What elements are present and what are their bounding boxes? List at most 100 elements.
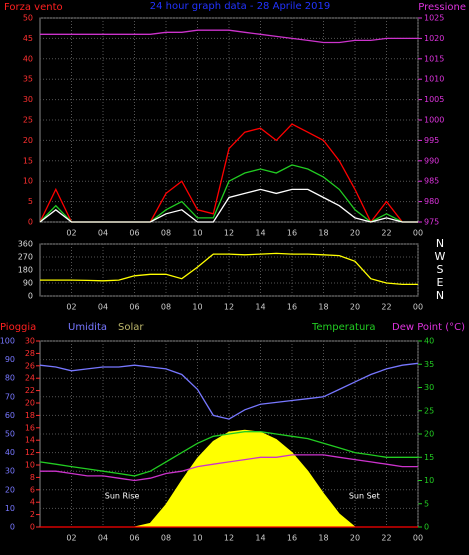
y-tick-label: 180 xyxy=(18,266,33,275)
x-tick-label: 22 xyxy=(381,534,391,543)
humidity-label: Umidita xyxy=(68,322,107,333)
y3-tick-label: 30 xyxy=(25,337,35,346)
y-tick-label: 20 xyxy=(23,136,33,145)
rain-label: Pioggia xyxy=(0,322,36,333)
y2-tick-label: 0 xyxy=(424,523,429,532)
x-tick-label: 06 xyxy=(129,229,139,238)
y3-tick-label: 4 xyxy=(30,498,35,507)
y3-tick-label: 20 xyxy=(25,399,35,408)
annotation: Sun Set xyxy=(349,492,380,501)
x-tick-label: 06 xyxy=(129,534,139,543)
y-tick-label: 40 xyxy=(5,448,15,457)
y2-tick-label: 990 xyxy=(424,156,439,165)
y2-tick-label: 25 xyxy=(424,406,434,415)
y-tick-label: 25 xyxy=(23,116,33,125)
y2-tick-label: 20 xyxy=(424,430,434,439)
x-tick-label: 22 xyxy=(381,303,391,312)
compass-label: N xyxy=(436,289,444,302)
x-tick-label: 00 xyxy=(413,534,423,543)
y-tick-label: 50 xyxy=(5,430,15,439)
y-label: Forza vento xyxy=(4,2,63,13)
x-tick-label: 08 xyxy=(161,303,171,312)
x-tick-label: 14 xyxy=(255,229,265,238)
x-tick-label: 20 xyxy=(350,303,360,312)
line xyxy=(39,431,418,477)
y-tick-label: 40 xyxy=(23,54,33,63)
x-tick-label: 22 xyxy=(381,229,391,238)
y3-tick-label: 0 xyxy=(30,523,35,532)
x-tick-label: 12 xyxy=(224,534,234,543)
chart-title: 24 hour graph data - 28 Aprile 2019 xyxy=(150,1,330,12)
x-tick-label: 04 xyxy=(98,303,108,312)
line xyxy=(40,29,418,44)
y3-tick-label: 18 xyxy=(25,411,35,420)
line xyxy=(39,188,418,223)
y-tick-label: 20 xyxy=(5,485,15,494)
y-tick-label: 70 xyxy=(5,392,15,401)
y3-tick-label: 12 xyxy=(25,448,35,457)
x-tick-label: 04 xyxy=(98,534,108,543)
x-tick-label: 12 xyxy=(224,303,234,312)
y2-tick-label: 15 xyxy=(424,453,434,462)
x-tick-label: 10 xyxy=(192,534,202,543)
y-tick-label: 50 xyxy=(23,14,33,23)
x-tick-label: 02 xyxy=(66,229,76,238)
compass-label: S xyxy=(437,263,444,276)
y-tick-label: 90 xyxy=(23,279,33,288)
temperature-label: Temperatura xyxy=(311,322,376,333)
y-tick-label: 5 xyxy=(28,197,33,206)
y3-tick-label: 24 xyxy=(25,374,35,383)
x-tick-label: 00 xyxy=(413,303,423,312)
y3-tick-label: 8 xyxy=(30,473,35,482)
y-tick-label: 30 xyxy=(5,467,15,476)
solar-label: Solar xyxy=(118,322,144,333)
y-tick-label: 30 xyxy=(23,95,33,104)
x-tick-label: 16 xyxy=(287,303,297,312)
area xyxy=(40,429,418,528)
y2-tick-label: 1025 xyxy=(424,14,444,23)
x-tick-label: 06 xyxy=(129,303,139,312)
y3-tick-label: 6 xyxy=(30,485,35,494)
compass-label: W xyxy=(435,250,446,263)
y2-label: Pressione xyxy=(418,2,466,13)
y-tick-label: 60 xyxy=(5,411,15,420)
y3-tick-label: 22 xyxy=(25,386,35,395)
x-tick-label: 08 xyxy=(161,229,171,238)
x-tick-label: 02 xyxy=(66,303,76,312)
y2-tick-label: 985 xyxy=(424,177,439,186)
y-tick-label: 100 xyxy=(0,337,15,346)
y-tick-label: 360 xyxy=(18,240,33,249)
dewpoint-label: Dew Point (°C) xyxy=(392,322,465,333)
x-tick-label: 10 xyxy=(192,303,202,312)
y3-tick-label: 14 xyxy=(25,436,35,445)
annotation: Sun Rise xyxy=(105,492,140,501)
y2-tick-label: 10 xyxy=(424,476,434,485)
line xyxy=(40,454,418,482)
y2-tick-label: 5 xyxy=(424,499,429,508)
compass-label: N xyxy=(436,237,444,250)
y3-tick-label: 26 xyxy=(25,361,35,370)
y-tick-label: 270 xyxy=(18,253,33,262)
y2-tick-label: 975 xyxy=(424,218,439,227)
y-tick-label: 10 xyxy=(5,504,15,513)
y-tick-label: 80 xyxy=(5,374,15,383)
x-tick-label: 16 xyxy=(287,229,297,238)
y3-tick-label: 16 xyxy=(25,423,35,432)
x-tick-label: 18 xyxy=(318,534,328,543)
y3-tick-label: 2 xyxy=(30,510,35,519)
x-tick-label: 14 xyxy=(255,303,265,312)
y-tick-label: 0 xyxy=(28,292,33,301)
y2-tick-label: 1010 xyxy=(424,75,444,84)
y2-tick-label: 995 xyxy=(424,136,439,145)
x-tick-label: 02 xyxy=(66,534,76,543)
x-tick-label: 12 xyxy=(224,229,234,238)
y2-tick-label: 1020 xyxy=(424,34,444,43)
y2-tick-label: 40 xyxy=(424,337,434,346)
x-tick-label: 20 xyxy=(350,534,360,543)
x-tick-label: 16 xyxy=(287,534,297,543)
y3-tick-label: 10 xyxy=(25,461,35,470)
line xyxy=(40,252,418,286)
x-tick-label: 10 xyxy=(192,229,202,238)
y2-tick-label: 1000 xyxy=(424,116,444,125)
